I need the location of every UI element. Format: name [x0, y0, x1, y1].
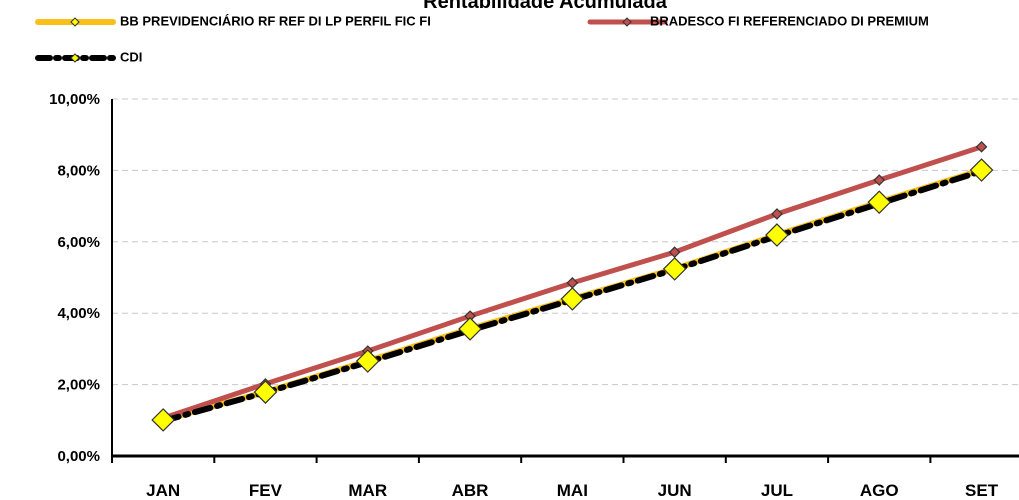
y-tick-label: 10,00% [49, 91, 100, 108]
legend-marker [622, 17, 632, 27]
marker [458, 317, 482, 341]
y-tick-label: 2,00% [57, 377, 100, 394]
marker [975, 140, 988, 153]
chart-title: Rentabilidade Acumulada [423, 0, 668, 13]
x-tick-label: MAI [557, 481, 588, 500]
x-tick-label: JUN [658, 481, 692, 500]
x-tick-label: ABR [452, 481, 489, 500]
x-tick-label: AGO [860, 481, 899, 500]
marker [771, 208, 783, 220]
marker [867, 190, 892, 215]
marker [151, 408, 175, 432]
y-tick-label: 8,00% [57, 162, 100, 179]
legend-label: BRADESCO FI REFERENCIADO DI PREMIUM [650, 13, 929, 28]
marker [873, 174, 886, 186]
legend-marker [70, 53, 80, 63]
marker [560, 287, 585, 311]
legend-marker [70, 17, 80, 27]
y-tick-label: 4,00% [57, 305, 100, 322]
x-tick-label: JUL [761, 481, 793, 500]
x-tick-label: FEV [249, 481, 283, 500]
legend-label: BB PREVIDENCIÁRIO RF REF DI LP PERFIL FI… [120, 13, 431, 28]
x-tick-label: MAR [348, 481, 387, 500]
x-tick-label: SET [965, 481, 999, 500]
y-tick-label: 0,00% [57, 448, 100, 465]
marker [765, 223, 789, 247]
marker [253, 380, 278, 404]
marker [662, 257, 687, 281]
marker [969, 158, 994, 182]
y-tick-label: 6,00% [57, 234, 100, 251]
legend-label: CDI [120, 49, 142, 64]
marker [355, 349, 380, 373]
x-tick-label: JAN [146, 481, 180, 500]
